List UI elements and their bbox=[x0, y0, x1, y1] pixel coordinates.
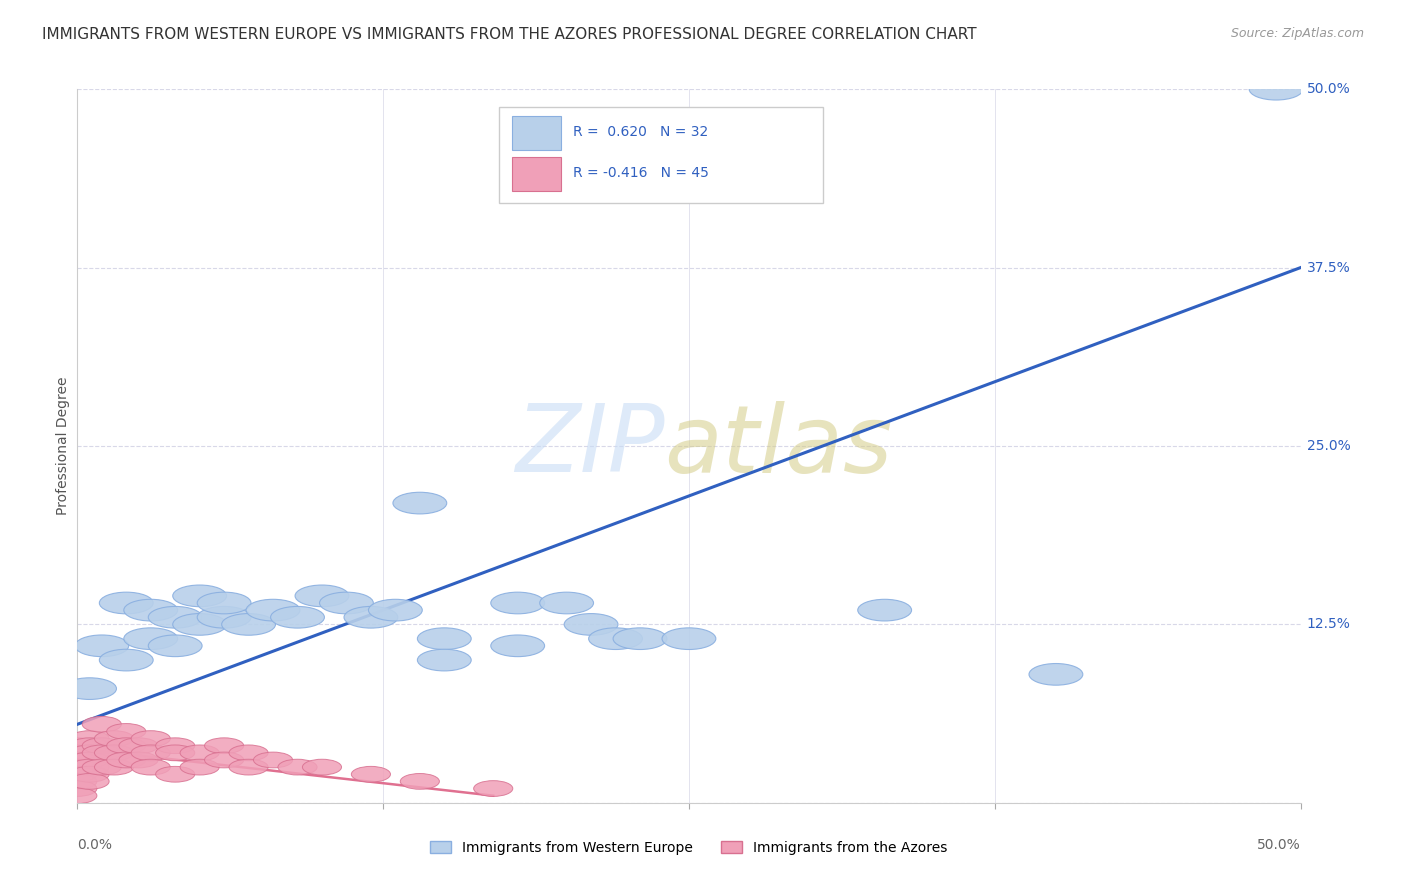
Legend: Immigrants from Western Europe, Immigrants from the Azores: Immigrants from Western Europe, Immigran… bbox=[425, 835, 953, 860]
Ellipse shape bbox=[58, 738, 97, 754]
Ellipse shape bbox=[401, 773, 440, 789]
Ellipse shape bbox=[344, 607, 398, 628]
Ellipse shape bbox=[82, 759, 121, 775]
Ellipse shape bbox=[58, 788, 97, 804]
Ellipse shape bbox=[120, 752, 157, 768]
Ellipse shape bbox=[180, 745, 219, 761]
Ellipse shape bbox=[858, 599, 911, 621]
Text: Source: ZipAtlas.com: Source: ZipAtlas.com bbox=[1230, 27, 1364, 40]
Text: 0.0%: 0.0% bbox=[77, 838, 112, 853]
Text: atlas: atlas bbox=[665, 401, 893, 491]
Text: IMMIGRANTS FROM WESTERN EUROPE VS IMMIGRANTS FROM THE AZORES PROFESSIONAL DEGREE: IMMIGRANTS FROM WESTERN EUROPE VS IMMIGR… bbox=[42, 27, 977, 42]
Ellipse shape bbox=[278, 759, 318, 775]
Ellipse shape bbox=[156, 745, 195, 761]
Ellipse shape bbox=[589, 628, 643, 649]
Ellipse shape bbox=[70, 759, 110, 775]
Ellipse shape bbox=[197, 592, 252, 614]
Ellipse shape bbox=[564, 614, 619, 635]
Ellipse shape bbox=[131, 759, 170, 775]
Ellipse shape bbox=[613, 628, 666, 649]
Ellipse shape bbox=[124, 599, 177, 621]
Ellipse shape bbox=[107, 738, 146, 754]
Ellipse shape bbox=[70, 752, 110, 768]
Ellipse shape bbox=[94, 759, 134, 775]
FancyBboxPatch shape bbox=[512, 157, 561, 191]
Ellipse shape bbox=[107, 752, 146, 768]
Ellipse shape bbox=[180, 759, 219, 775]
Ellipse shape bbox=[70, 766, 110, 782]
FancyBboxPatch shape bbox=[512, 116, 561, 150]
Ellipse shape bbox=[352, 766, 391, 782]
Ellipse shape bbox=[70, 745, 110, 761]
Ellipse shape bbox=[70, 738, 110, 754]
Ellipse shape bbox=[82, 738, 121, 754]
Ellipse shape bbox=[100, 649, 153, 671]
Ellipse shape bbox=[70, 731, 110, 747]
Text: 37.5%: 37.5% bbox=[1306, 260, 1350, 275]
Ellipse shape bbox=[58, 759, 97, 775]
Ellipse shape bbox=[1029, 664, 1083, 685]
Ellipse shape bbox=[418, 649, 471, 671]
Ellipse shape bbox=[368, 599, 422, 621]
Text: 50.0%: 50.0% bbox=[1257, 838, 1301, 853]
Ellipse shape bbox=[392, 492, 447, 514]
Ellipse shape bbox=[204, 738, 243, 754]
Ellipse shape bbox=[474, 780, 513, 797]
FancyBboxPatch shape bbox=[499, 107, 824, 203]
Ellipse shape bbox=[229, 759, 269, 775]
Ellipse shape bbox=[253, 752, 292, 768]
Ellipse shape bbox=[246, 599, 299, 621]
Ellipse shape bbox=[107, 723, 146, 739]
Ellipse shape bbox=[156, 766, 195, 782]
Ellipse shape bbox=[131, 745, 170, 761]
Ellipse shape bbox=[540, 592, 593, 614]
Ellipse shape bbox=[204, 752, 243, 768]
Ellipse shape bbox=[491, 635, 544, 657]
Ellipse shape bbox=[1249, 78, 1303, 100]
Ellipse shape bbox=[662, 628, 716, 649]
Y-axis label: Professional Degree: Professional Degree bbox=[56, 376, 70, 516]
Text: 50.0%: 50.0% bbox=[1306, 82, 1350, 96]
Ellipse shape bbox=[229, 745, 269, 761]
Ellipse shape bbox=[173, 585, 226, 607]
Ellipse shape bbox=[58, 766, 97, 782]
Text: R =  0.620   N = 32: R = 0.620 N = 32 bbox=[572, 125, 709, 139]
Ellipse shape bbox=[156, 738, 195, 754]
Ellipse shape bbox=[131, 731, 170, 747]
Ellipse shape bbox=[58, 773, 97, 789]
Ellipse shape bbox=[82, 716, 121, 732]
Ellipse shape bbox=[94, 745, 134, 761]
Ellipse shape bbox=[270, 607, 325, 628]
Ellipse shape bbox=[58, 752, 97, 768]
Text: 12.5%: 12.5% bbox=[1306, 617, 1351, 632]
Ellipse shape bbox=[319, 592, 374, 614]
Ellipse shape bbox=[418, 628, 471, 649]
Ellipse shape bbox=[148, 635, 202, 657]
Ellipse shape bbox=[94, 731, 134, 747]
Ellipse shape bbox=[173, 614, 226, 635]
Ellipse shape bbox=[222, 614, 276, 635]
Ellipse shape bbox=[82, 745, 121, 761]
Ellipse shape bbox=[70, 773, 110, 789]
Ellipse shape bbox=[58, 780, 97, 797]
Ellipse shape bbox=[58, 745, 97, 761]
Ellipse shape bbox=[302, 759, 342, 775]
Ellipse shape bbox=[295, 585, 349, 607]
Ellipse shape bbox=[120, 738, 157, 754]
Ellipse shape bbox=[148, 607, 202, 628]
Ellipse shape bbox=[63, 678, 117, 699]
Ellipse shape bbox=[124, 628, 177, 649]
Ellipse shape bbox=[75, 635, 129, 657]
Text: 25.0%: 25.0% bbox=[1306, 439, 1350, 453]
Text: ZIP: ZIP bbox=[515, 401, 665, 491]
Ellipse shape bbox=[197, 607, 252, 628]
Ellipse shape bbox=[491, 592, 544, 614]
Text: R = -0.416   N = 45: R = -0.416 N = 45 bbox=[572, 167, 709, 180]
Ellipse shape bbox=[100, 592, 153, 614]
